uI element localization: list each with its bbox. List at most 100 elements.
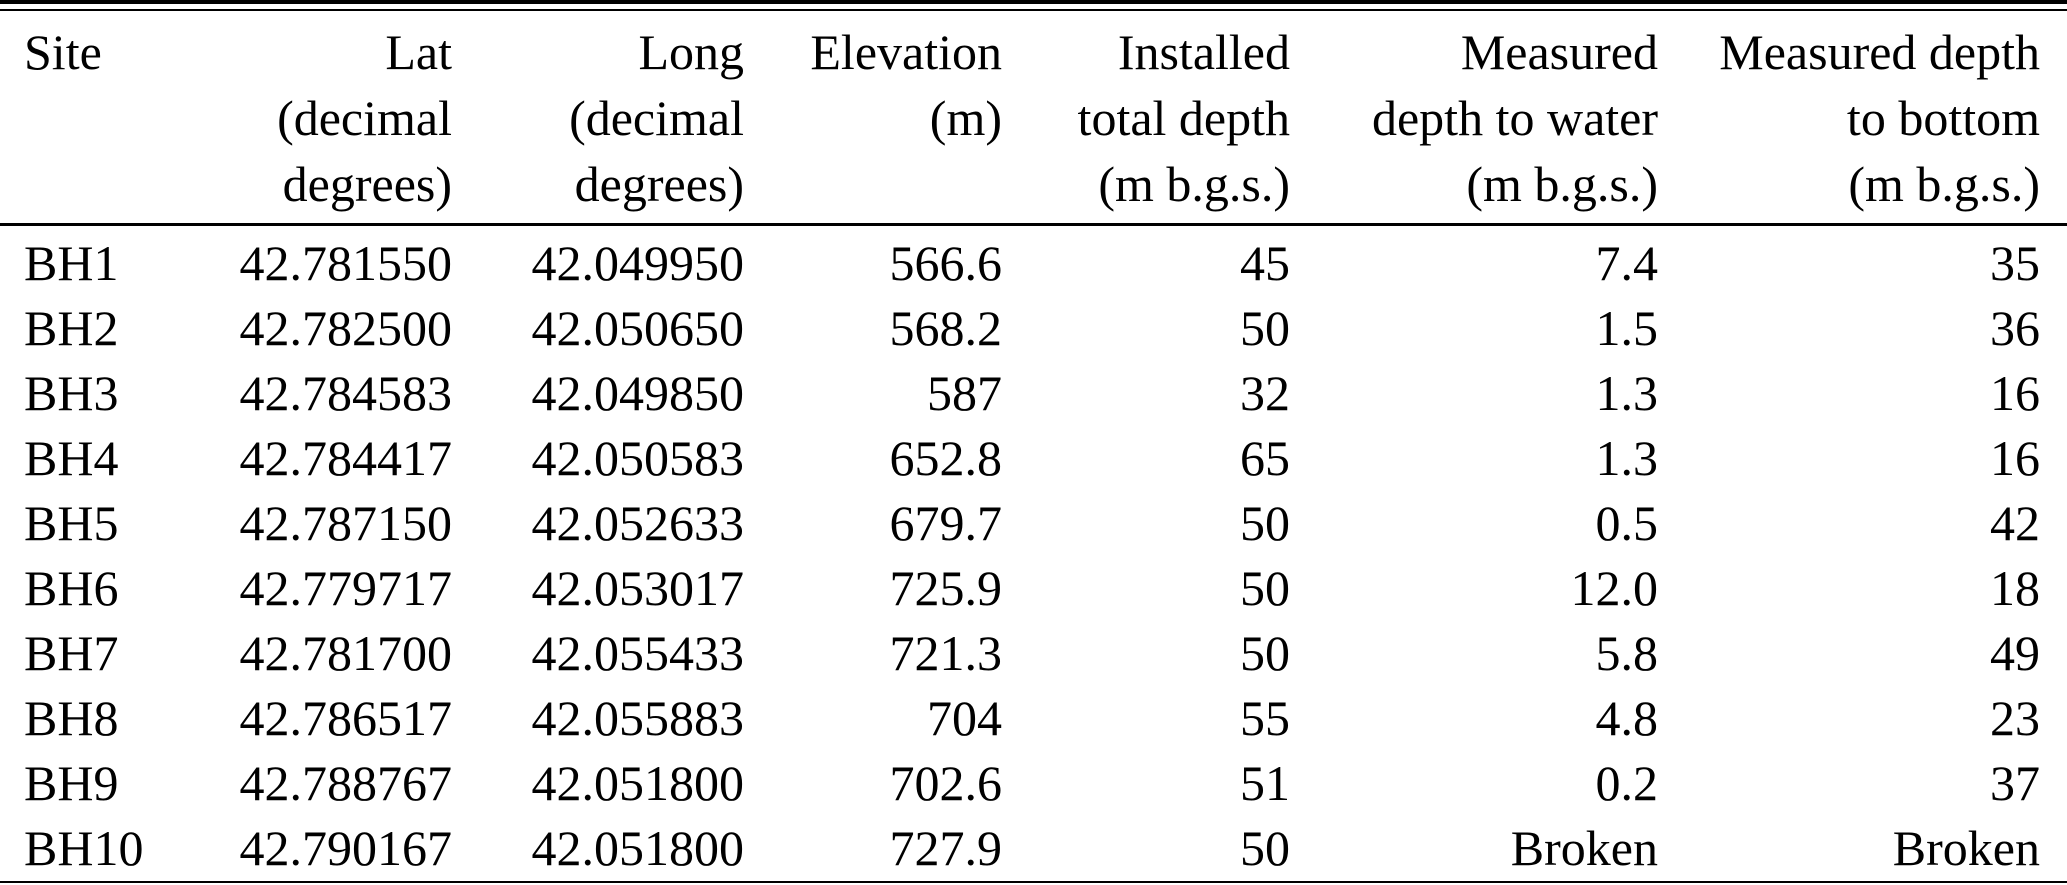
boreholes-table: Site Lat (decimal degrees) Long (decimal… bbox=[0, 11, 2067, 881]
table-cell: 49 bbox=[1990, 625, 2040, 681]
table-cell: 7.4 bbox=[1595, 235, 1659, 291]
table-cell: BH2 bbox=[24, 300, 119, 356]
table-header: Site Lat (decimal degrees) Long (decimal… bbox=[0, 11, 2067, 225]
header-line: total depth bbox=[1077, 90, 1290, 146]
table-cell: 42.784417 bbox=[239, 430, 453, 486]
header-line: Elevation bbox=[810, 24, 1002, 80]
col-header-lat: Lat (decimal degrees) bbox=[210, 11, 452, 225]
table-cell: BH8 bbox=[24, 690, 119, 746]
table-cell: 4.8 bbox=[1595, 690, 1659, 746]
table-row: BH6 42.779717 42.053017 725.9 50 12.0 18 bbox=[0, 556, 2067, 621]
table-cell: 12.0 bbox=[1570, 560, 1659, 616]
table-cell: BH4 bbox=[24, 430, 119, 486]
table-cell: 35 bbox=[1990, 235, 2040, 291]
header-line: Long bbox=[638, 24, 744, 80]
table-cell: 42.784583 bbox=[239, 365, 453, 421]
table-cell: 42.790167 bbox=[239, 820, 453, 876]
table-row: BH2 42.782500 42.050650 568.2 50 1.5 36 bbox=[0, 296, 2067, 361]
table-cell: 702.6 bbox=[889, 755, 1003, 811]
header-line: (decimal bbox=[277, 90, 452, 146]
table-cell: 37 bbox=[1990, 755, 2040, 811]
table-cell: 50 bbox=[1240, 300, 1290, 356]
bottom-thin-rule bbox=[0, 881, 2067, 883]
top-thin-rule bbox=[0, 9, 2067, 11]
table-cell: 1.5 bbox=[1595, 300, 1659, 356]
table-cell: 42.051800 bbox=[531, 755, 745, 811]
table-cell: 721.3 bbox=[889, 625, 1003, 681]
header-line: (m b.g.s.) bbox=[1098, 156, 1290, 212]
table-cell: 587 bbox=[927, 365, 1002, 421]
table-cell: 42.050650 bbox=[531, 300, 745, 356]
table-row: BH3 42.784583 42.049850 587 32 1.3 16 bbox=[0, 361, 2067, 426]
table-cell: 51 bbox=[1240, 755, 1290, 811]
table-cell: 45 bbox=[1240, 235, 1290, 291]
table-cell: 727.9 bbox=[889, 820, 1003, 876]
table-cell: 652.8 bbox=[889, 430, 1003, 486]
header-line: Installed bbox=[1117, 24, 1290, 80]
table-cell: 50 bbox=[1240, 560, 1290, 616]
table-cell: 42.779717 bbox=[239, 560, 453, 616]
table-row: BH7 42.781700 42.055433 721.3 50 5.8 49 bbox=[0, 621, 2067, 686]
table-row: BH1 42.781550 42.049950 566.6 45 7.4 35 bbox=[0, 225, 2067, 297]
table-cell: 0.5 bbox=[1595, 495, 1659, 551]
table-cell: 42.787150 bbox=[239, 495, 453, 551]
table-cell: BH7 bbox=[24, 625, 119, 681]
col-header-depth-to-water: Measured depth to water (m b.g.s.) bbox=[1290, 11, 1658, 225]
header-line: (decimal bbox=[569, 90, 744, 146]
table-cell: 566.6 bbox=[889, 235, 1003, 291]
table-cell: 5.8 bbox=[1595, 625, 1659, 681]
table-cell: BH10 bbox=[24, 820, 144, 876]
table-cell: 55 bbox=[1240, 690, 1290, 746]
table-cell: 16 bbox=[1990, 365, 2040, 421]
header-line: to bottom bbox=[1846, 90, 2040, 146]
table-row: BH8 42.786517 42.055883 704 55 4.8 23 bbox=[0, 686, 2067, 751]
table-cell: 16 bbox=[1990, 430, 2040, 486]
table-row: BH5 42.787150 42.052633 679.7 50 0.5 42 bbox=[0, 491, 2067, 556]
table-cell: 568.2 bbox=[889, 300, 1003, 356]
table-cell: 42.786517 bbox=[239, 690, 453, 746]
table-cell: 42.781700 bbox=[239, 625, 453, 681]
table-cell: 65 bbox=[1240, 430, 1290, 486]
table-cell: 50 bbox=[1240, 625, 1290, 681]
header-line: degrees) bbox=[574, 156, 744, 212]
table-cell: 32 bbox=[1240, 365, 1290, 421]
table-cell: 18 bbox=[1990, 560, 2040, 616]
header-row: Site Lat (decimal degrees) Long (decimal… bbox=[0, 11, 2067, 225]
table-row: BH4 42.784417 42.050583 652.8 65 1.3 16 bbox=[0, 426, 2067, 491]
table-cell: 704 bbox=[927, 690, 1002, 746]
table-cell: 1.3 bbox=[1595, 430, 1659, 486]
table-cell: 42.788767 bbox=[239, 755, 453, 811]
table-cell: 725.9 bbox=[889, 560, 1003, 616]
header-line: (m b.g.s.) bbox=[1848, 156, 2040, 212]
table-cell: 42.052633 bbox=[531, 495, 745, 551]
col-header-depth-to-bottom: Measured depth to bottom (m b.g.s.) bbox=[1658, 11, 2067, 225]
table-cell: 36 bbox=[1990, 300, 2040, 356]
table-cell: 42.049950 bbox=[531, 235, 745, 291]
table-cell: 42.051800 bbox=[531, 820, 745, 876]
table-cell: 50 bbox=[1240, 820, 1290, 876]
col-header-elevation: Elevation (m) bbox=[744, 11, 1002, 225]
table-cell: 23 bbox=[1990, 690, 2040, 746]
table-cell: 42.055433 bbox=[531, 625, 745, 681]
header-line: Measured bbox=[1460, 24, 1658, 80]
table-cell: Broken bbox=[1892, 820, 2040, 876]
table-cell: 42 bbox=[1990, 495, 2040, 551]
table-row: BH10 42.790167 42.051800 727.9 50 Broken Broke… bbox=[0, 816, 2067, 881]
table-cell: BH3 bbox=[24, 365, 119, 421]
header-line: depth to water bbox=[1371, 90, 1658, 146]
table-cell: 1.3 bbox=[1595, 365, 1659, 421]
col-header-long: Long (decimal degrees) bbox=[452, 11, 744, 225]
header-line: Measured depth bbox=[1719, 24, 2040, 80]
table-body: BH1 42.781550 42.049950 566.6 45 7.4 35 BH2 42.7… bbox=[0, 225, 2067, 882]
table-cell: 42.050583 bbox=[531, 430, 745, 486]
table-row: BH9 42.788767 42.051800 702.6 51 0.2 37 bbox=[0, 751, 2067, 816]
table-cell: BH5 bbox=[24, 495, 119, 551]
table-cell: BH9 bbox=[24, 755, 119, 811]
header-line: (m b.g.s.) bbox=[1466, 156, 1658, 212]
table-cell: 679.7 bbox=[889, 495, 1003, 551]
table-cell: 50 bbox=[1240, 495, 1290, 551]
table-cell: 42.782500 bbox=[239, 300, 453, 356]
table-cell: 0.2 bbox=[1595, 755, 1659, 811]
table-cell: 42.049850 bbox=[531, 365, 745, 421]
